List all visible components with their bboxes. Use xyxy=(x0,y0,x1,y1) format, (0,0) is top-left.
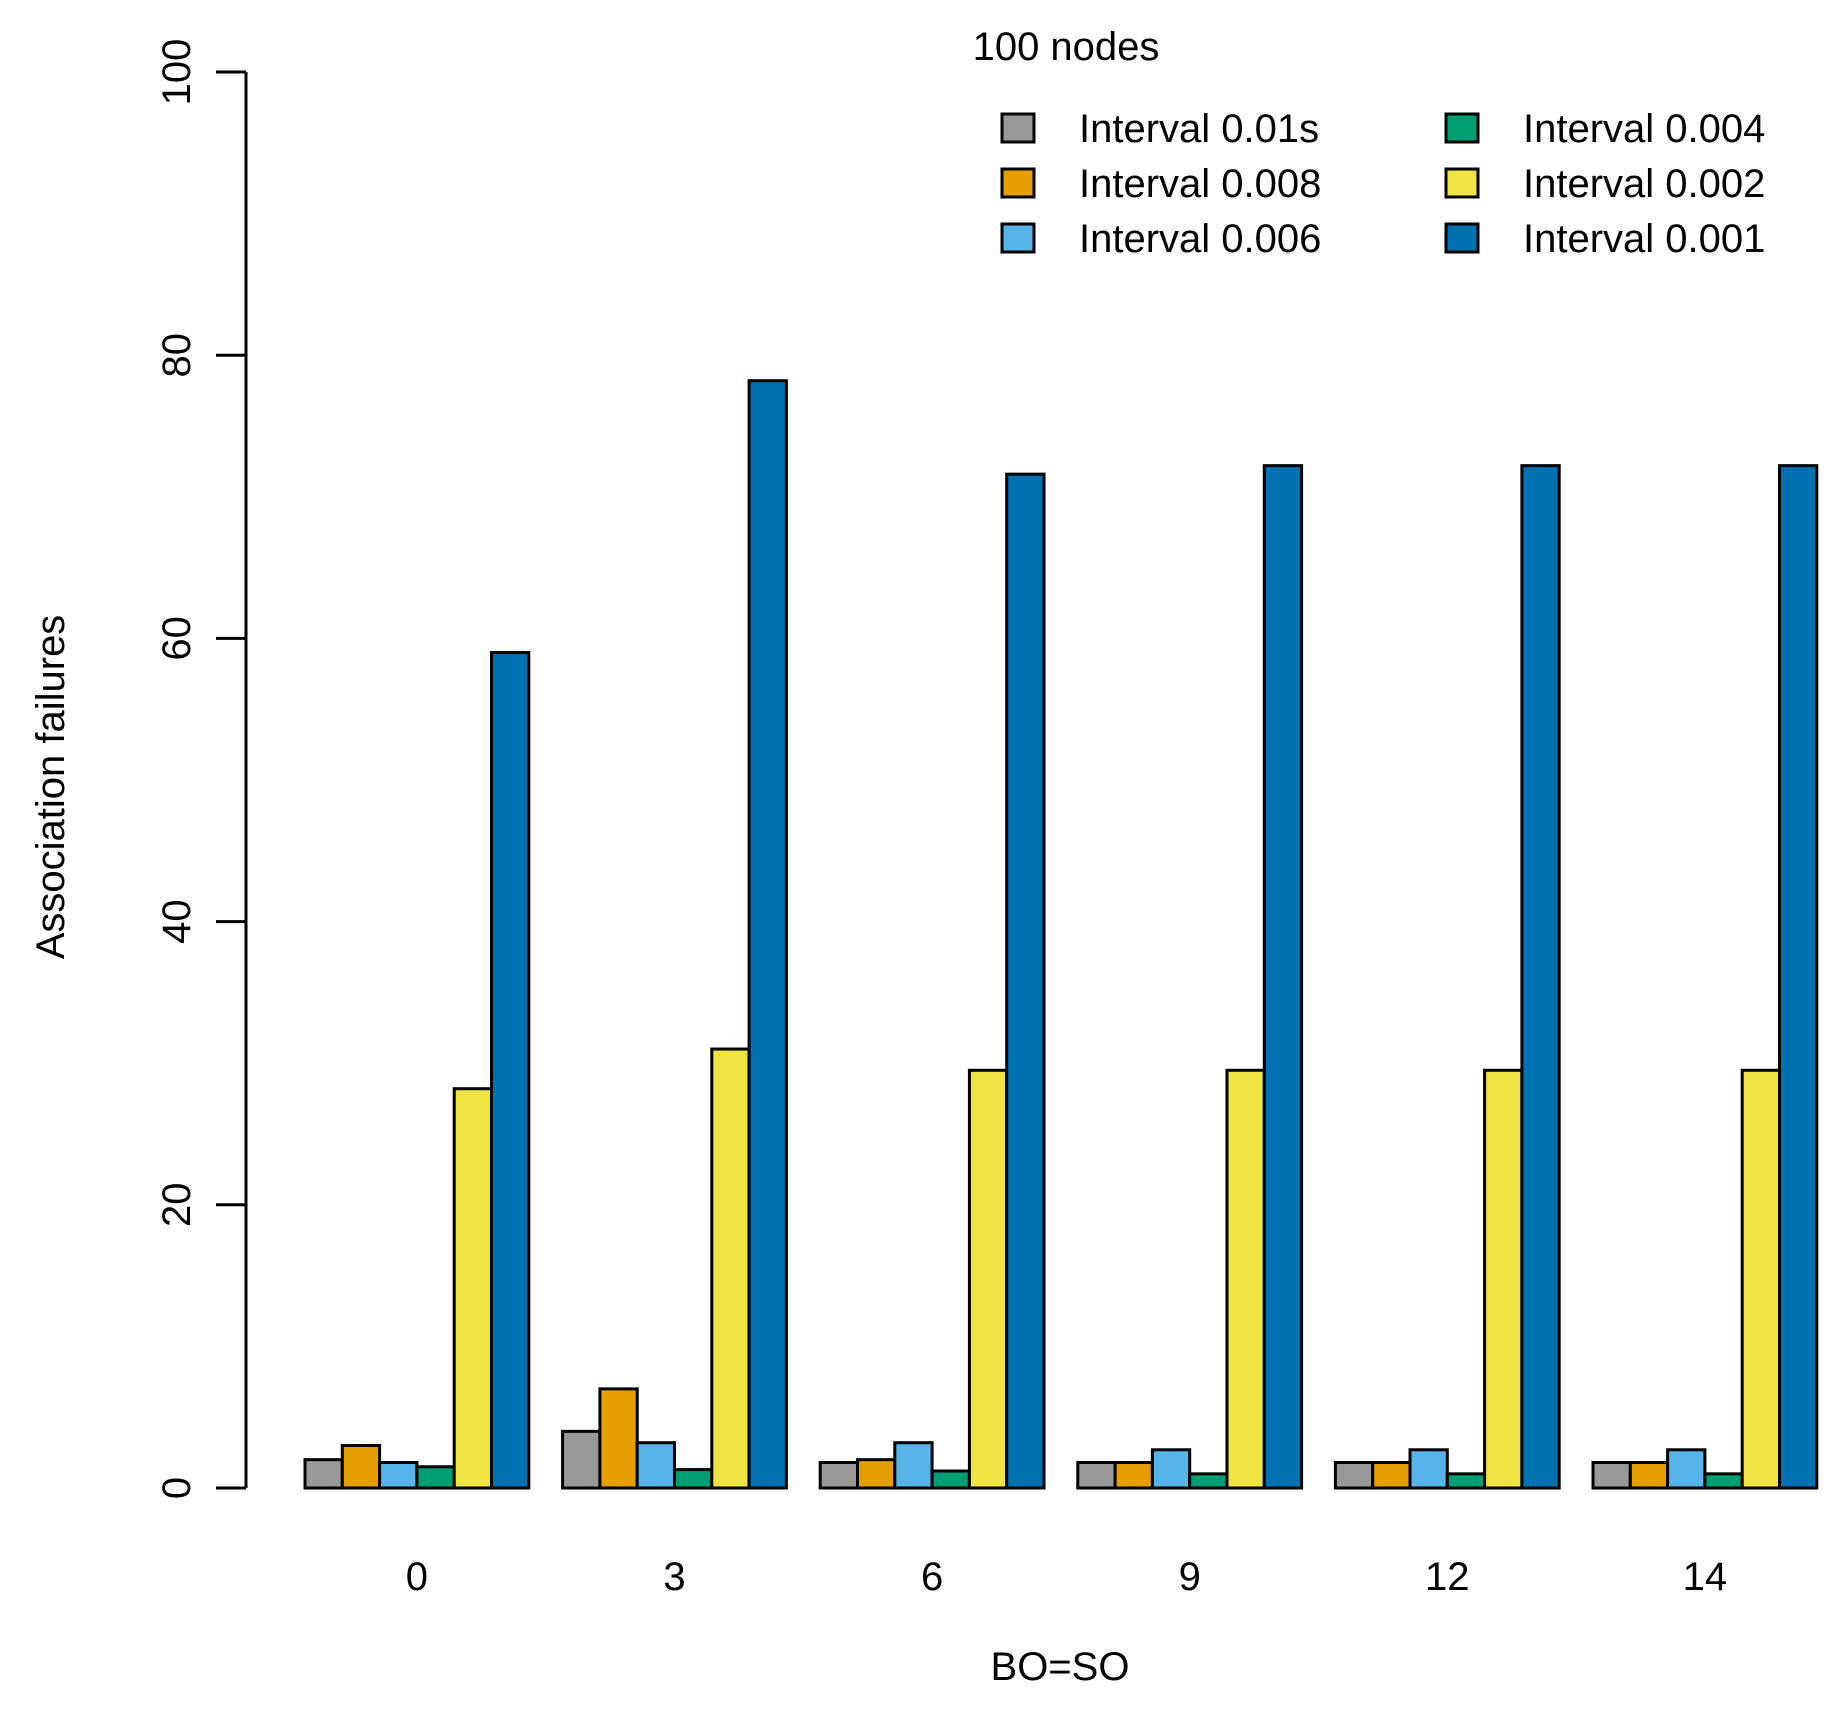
bar xyxy=(1005,472,1046,1490)
bar xyxy=(378,1461,419,1490)
bar xyxy=(1666,1448,1707,1490)
bar-group xyxy=(1591,464,1819,1490)
legend-swatch xyxy=(1000,112,1036,144)
legend-item: Interval 0.001 xyxy=(1444,217,1765,261)
bar xyxy=(967,1068,1009,1490)
bar xyxy=(452,1087,494,1490)
y-tick-label: 40 xyxy=(155,899,199,944)
bar xyxy=(710,1047,751,1490)
y-tick-label: 60 xyxy=(155,616,199,661)
bar xyxy=(303,1458,344,1490)
legend-swatch xyxy=(1444,167,1480,199)
legend-label: Interval 0.001 xyxy=(1523,217,1765,261)
bar xyxy=(415,1465,456,1490)
bar xyxy=(490,651,531,1490)
bar xyxy=(1778,464,1819,1490)
legend-item: Interval 0.006 xyxy=(1000,217,1321,261)
bar xyxy=(561,1429,602,1490)
bar xyxy=(1408,1448,1449,1490)
bar xyxy=(1591,1461,1632,1490)
y-axis-label: Association failures xyxy=(29,615,73,960)
legend-label: Interval 0.01s xyxy=(1079,107,1319,151)
legend-item: Interval 0.008 xyxy=(1000,162,1321,206)
bar xyxy=(1703,1472,1744,1490)
bar xyxy=(1483,1068,1524,1490)
bar-group xyxy=(561,379,788,1490)
legend-item: Interval 0.004 xyxy=(1444,107,1765,151)
bar xyxy=(1076,1461,1117,1490)
bar xyxy=(1740,1068,1781,1490)
legend-swatch xyxy=(1444,222,1480,254)
bar xyxy=(1150,1448,1192,1490)
bar-group xyxy=(1333,464,1561,1490)
bar xyxy=(747,379,788,1490)
bar xyxy=(893,1441,934,1490)
bar xyxy=(818,1461,860,1490)
chart-title: 100 nodes xyxy=(973,25,1160,69)
y-tick-label: 80 xyxy=(155,333,199,378)
bar-group xyxy=(303,651,531,1490)
x-tick-label: 3 xyxy=(663,1555,685,1599)
bar xyxy=(1188,1472,1229,1490)
bar xyxy=(1628,1461,1670,1490)
bar xyxy=(598,1387,639,1490)
y-axis: 0 20 40 60 80 100 xyxy=(155,39,248,1499)
legend-swatch xyxy=(1000,167,1036,199)
bar xyxy=(1225,1068,1266,1490)
x-tick-label: 9 xyxy=(1179,1555,1201,1599)
bar xyxy=(340,1444,382,1490)
y-tick-label: 0 xyxy=(155,1477,199,1499)
legend-label: Interval 0.002 xyxy=(1523,162,1765,206)
x-axis-label: BO=SO xyxy=(991,1645,1130,1689)
bar xyxy=(1445,1472,1487,1490)
legend-label: Interval 0.006 xyxy=(1079,217,1321,261)
bar xyxy=(1113,1461,1154,1490)
bar-group xyxy=(1076,464,1304,1490)
y-tick-label: 100 xyxy=(155,39,199,106)
legend-item: Interval 0.002 xyxy=(1444,162,1765,206)
x-tick-label: 12 xyxy=(1425,1555,1470,1599)
x-tick-label: 14 xyxy=(1683,1555,1728,1599)
legend: Interval 0.01s Interval 0.008 Interval 0.0… xyxy=(1000,107,1765,261)
bar xyxy=(635,1441,677,1490)
bar xyxy=(1262,464,1304,1490)
bar-group xyxy=(818,472,1046,1490)
legend-swatch xyxy=(1000,222,1036,254)
bar xyxy=(1520,464,1561,1490)
bar xyxy=(1333,1461,1375,1490)
legend-label: Interval 0.004 xyxy=(1523,107,1765,151)
legend-label: Interval 0.008 xyxy=(1079,162,1321,206)
bars xyxy=(303,379,1819,1490)
x-axis: 0 3 6 9 12 14 xyxy=(406,1555,1727,1599)
bar xyxy=(930,1469,971,1490)
y-tick-label: 20 xyxy=(155,1183,199,1228)
x-tick-label: 6 xyxy=(921,1555,943,1599)
legend-item: Interval 0.01s xyxy=(1000,107,1319,151)
bar xyxy=(673,1468,714,1490)
bar xyxy=(856,1458,897,1490)
legend-swatch xyxy=(1444,112,1480,144)
x-tick-label: 0 xyxy=(406,1555,428,1599)
bar xyxy=(1371,1461,1412,1490)
